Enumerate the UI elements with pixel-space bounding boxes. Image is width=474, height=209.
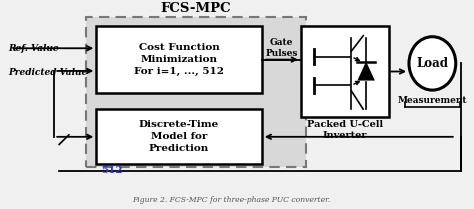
- Text: Discrete-Time
Model for
Prediction: Discrete-Time Model for Prediction: [139, 120, 219, 153]
- Bar: [86, 17, 306, 167]
- Ellipse shape: [409, 37, 456, 90]
- Text: 512: 512: [101, 166, 123, 175]
- Bar: [96, 26, 262, 93]
- Text: Load: Load: [416, 57, 448, 70]
- Text: Ref. Value: Ref. Value: [9, 44, 59, 53]
- Bar: [96, 109, 262, 164]
- Text: Packed U-Cell
Inverter: Packed U-Cell Inverter: [307, 120, 383, 140]
- Text: Figure 2. FCS-MPC for three-phase PUC converter.: Figure 2. FCS-MPC for three-phase PUC co…: [133, 196, 331, 204]
- Bar: [301, 26, 389, 117]
- Text: FCS-MPC: FCS-MPC: [161, 2, 231, 15]
- Polygon shape: [357, 61, 375, 80]
- Text: Gate
Pulses: Gate Pulses: [265, 38, 298, 58]
- Text: Cost Function
Minimization
For i=1, ..., 512: Cost Function Minimization For i=1, ...,…: [134, 43, 224, 76]
- Text: Predicted Value: Predicted Value: [9, 68, 88, 77]
- Text: Measurement: Measurement: [398, 96, 467, 105]
